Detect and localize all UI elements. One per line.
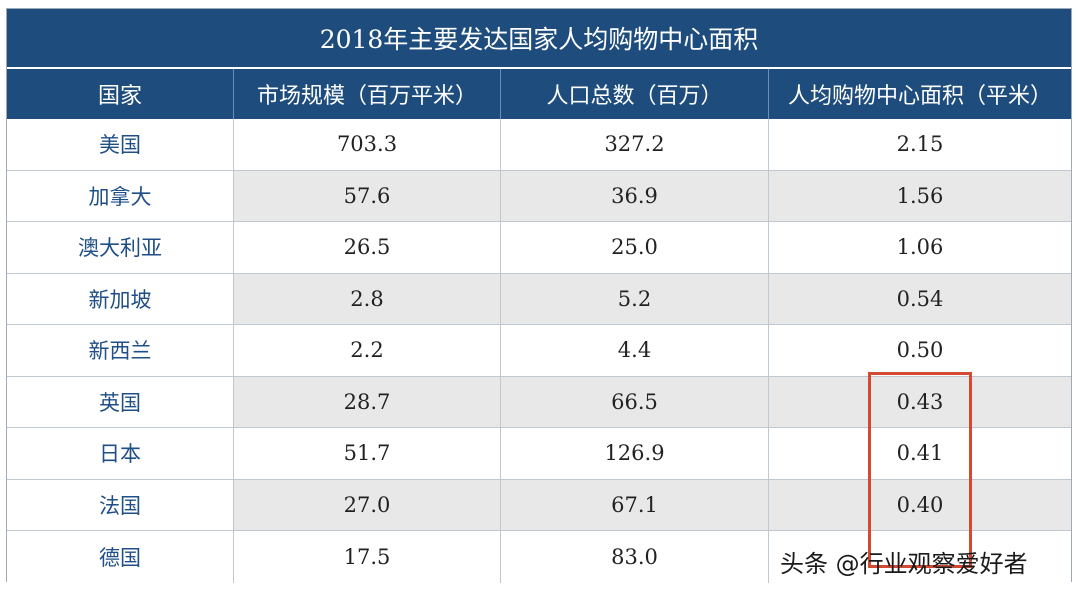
table-row-australia: 澳大利亚 26.5 25.0 1.06 — [7, 222, 1071, 274]
table-row-canada: 加拿大 57.6 36.9 1.56 — [7, 170, 1071, 222]
cell-population: 83.0 — [501, 531, 769, 583]
header-market-size: 市场规模（百万平米） — [234, 69, 501, 119]
header-country: 国家 — [7, 69, 234, 119]
cell-per-capita: 2.15 — [769, 119, 1071, 170]
cell-market: 51.7 — [234, 428, 501, 479]
watermark-text: 头条 @行业观察爱好者 — [780, 550, 1028, 578]
cell-market: 703.3 — [234, 119, 501, 170]
cell-country: 新西兰 — [7, 325, 234, 376]
cell-market: 27.0 — [234, 479, 501, 530]
cell-per-capita — [769, 531, 1071, 583]
table-title: 2018年主要发达国家人均购物中心面积 — [7, 9, 1071, 67]
cell-market: 26.5 — [234, 222, 501, 273]
table-row-usa: 美国 703.3 327.2 2.15 — [7, 119, 1071, 171]
table-body: 美国 703.3 327.2 2.15 加拿大 57.6 36.9 1.56 澳… — [7, 119, 1071, 583]
cell-market: 2.8 — [234, 273, 501, 324]
header-per-capita-area: 人均购物中心面积（平米） — [787, 84, 1052, 109]
cell-country: 新加坡 — [7, 273, 234, 324]
cell-population: 36.9 — [501, 170, 769, 221]
table-header-row: 国家 市场规模（百万平米） 人口总数（百万） 人均购物中心面积（平米） — [7, 69, 1071, 119]
cell-population: 5.2 — [501, 273, 769, 324]
cell-population: 4.4 — [501, 325, 769, 376]
table-row-singapore: 新加坡 2.8 5.2 0.54 — [7, 273, 1071, 325]
cell-country: 德国 — [7, 531, 234, 583]
cell-country: 英国 — [7, 376, 234, 427]
cell-market: 2.2 — [234, 325, 501, 376]
cell-market: 57.6 — [234, 170, 501, 221]
cell-per-capita: 0.50 — [769, 325, 1071, 376]
table-title-text: 2018年主要发达国家人均购物中心面积 — [319, 25, 759, 54]
cell-per-capita: 0.40 — [769, 479, 1071, 530]
cell-per-capita: 0.41 — [769, 428, 1071, 479]
cell-per-capita: 0.43 — [769, 376, 1071, 427]
cell-country: 加拿大 — [7, 170, 234, 221]
cell-market: 17.5 — [234, 531, 501, 583]
cell-per-capita: 0.54 — [769, 273, 1071, 324]
cell-population: 126.9 — [501, 428, 769, 479]
table-row-japan: 日本 51.7 126.9 0.41 — [7, 428, 1071, 480]
table-row-new-zealand: 新西兰 2.2 4.4 0.50 — [7, 325, 1071, 377]
cell-per-capita: 1.06 — [769, 222, 1071, 273]
cell-country: 澳大利亚 — [7, 222, 234, 273]
table-row-france: 法国 27.0 67.1 0.40 — [7, 479, 1071, 531]
cell-country: 美国 — [7, 119, 234, 170]
cell-market: 28.7 — [234, 376, 501, 427]
header-population: 人口总数（百万） — [501, 69, 769, 119]
cell-population: 327.2 — [501, 119, 769, 170]
cell-population: 67.1 — [501, 479, 769, 530]
table-row-germany: 德国 17.5 83.0 — [7, 531, 1071, 583]
cell-country: 日本 — [7, 428, 234, 479]
cell-population: 66.5 — [501, 376, 769, 427]
cell-population: 25.0 — [501, 222, 769, 273]
table-row-uk: 英国 28.7 66.5 0.43 — [7, 376, 1071, 428]
cell-country: 法国 — [7, 479, 234, 530]
cell-per-capita: 1.56 — [769, 170, 1071, 221]
